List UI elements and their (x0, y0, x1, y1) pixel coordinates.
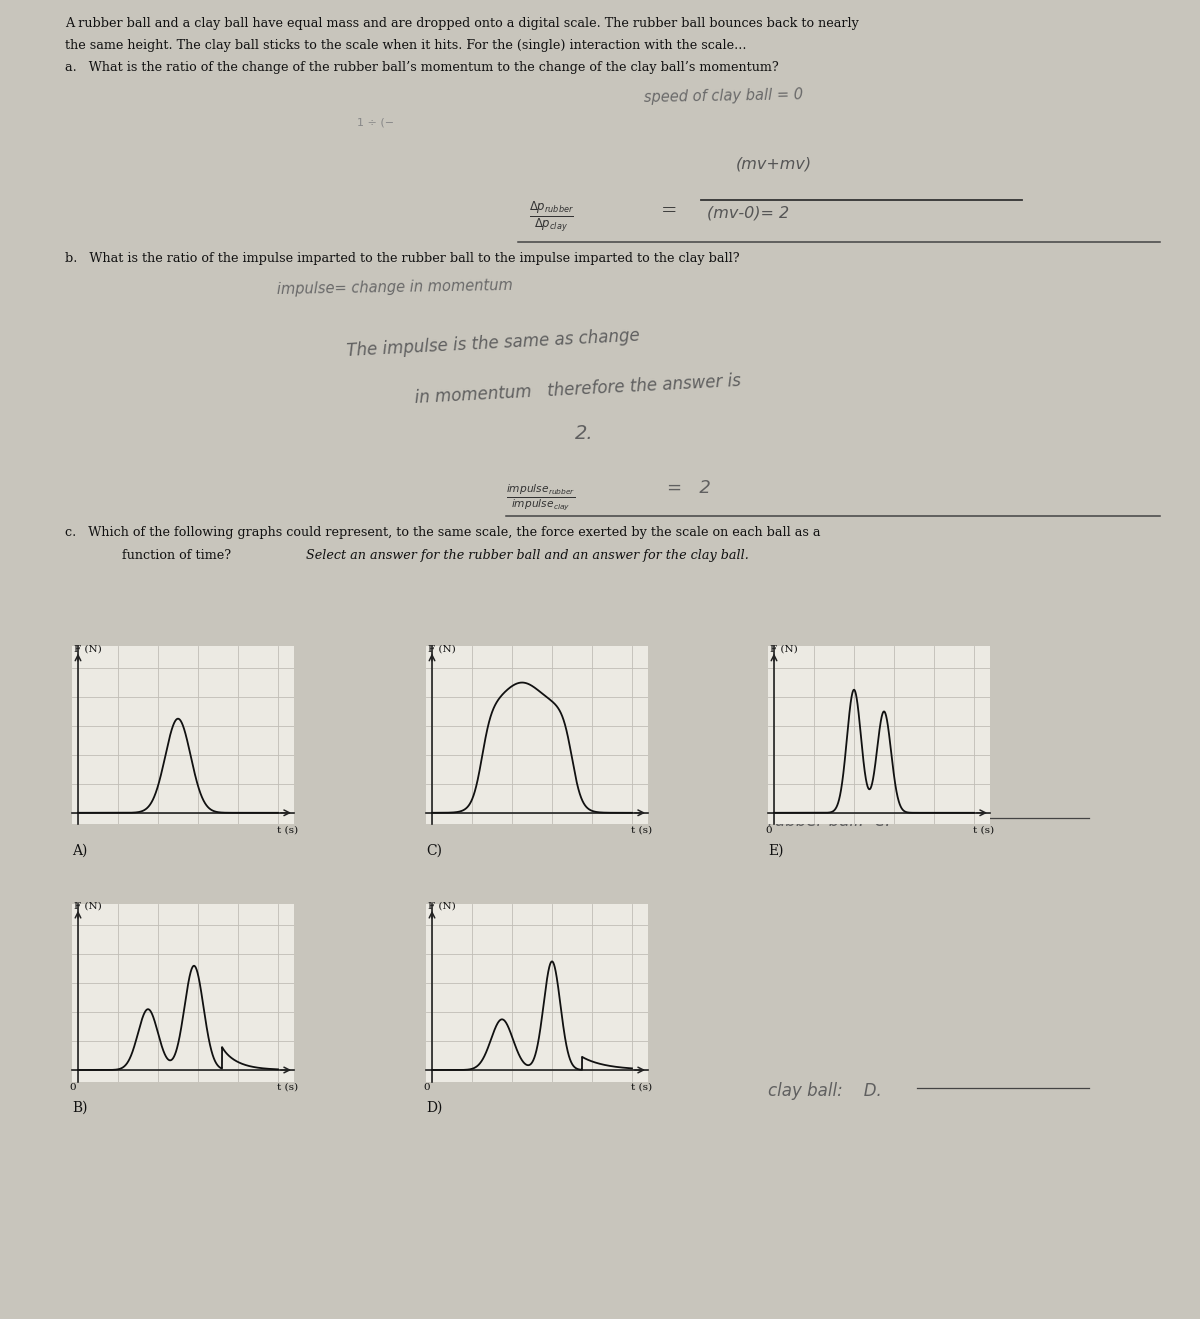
Text: the same height. The clay ball sticks to the scale when it hits. For the (single: the same height. The clay ball sticks to… (65, 40, 746, 53)
Text: 0: 0 (766, 826, 773, 835)
Text: F (N): F (N) (74, 902, 102, 910)
Text: t (s): t (s) (277, 826, 299, 835)
Text: b.   What is the ratio of the impulse imparted to the rubber ball to the impulse: b. What is the ratio of the impulse impa… (65, 252, 740, 265)
Text: impulse= change in momentum: impulse= change in momentum (277, 278, 514, 297)
Text: 1 ÷ (−: 1 ÷ (− (358, 117, 395, 128)
Text: function of time?: function of time? (122, 549, 232, 562)
Text: a.   What is the ratio of the change of the rubber ball’s momentum to the change: a. What is the ratio of the change of th… (65, 62, 779, 74)
Text: t (s): t (s) (973, 826, 995, 835)
Text: D): D) (426, 1101, 443, 1115)
Text: t (s): t (s) (631, 1083, 653, 1092)
Text: F (N): F (N) (428, 902, 456, 910)
Text: =: = (661, 202, 678, 220)
Text: 2.: 2. (575, 425, 594, 443)
Text: E): E) (768, 844, 784, 857)
Text: F (N): F (N) (428, 645, 456, 653)
Text: C): C) (426, 844, 442, 857)
Text: B): B) (72, 1101, 88, 1115)
Text: c.   Which of the following graphs could represent, to the same scale, the force: c. Which of the following graphs could r… (65, 526, 821, 539)
Text: $\frac{impulse_{rubber}}{impulse_{clay}}$: $\frac{impulse_{rubber}}{impulse_{clay}}… (506, 483, 576, 513)
Text: in momentum   therefore the answer is: in momentum therefore the answer is (415, 372, 742, 408)
Text: t (s): t (s) (277, 1083, 299, 1092)
Text: rubber ball:  e.: rubber ball: e. (768, 811, 890, 830)
Text: $\frac{\Delta p_{rubber}}{\Delta p_{clay}}$: $\frac{\Delta p_{rubber}}{\Delta p_{clay… (529, 200, 575, 235)
Text: 0: 0 (424, 1083, 431, 1092)
Text: Select an answer for the rubber ball and an answer for the clay ball.: Select an answer for the rubber ball and… (306, 549, 749, 562)
Text: 0: 0 (70, 1083, 77, 1092)
Text: clay ball:    D.: clay ball: D. (768, 1082, 882, 1100)
Text: F (N): F (N) (74, 645, 102, 653)
Text: (mv-0)= 2: (mv-0)= 2 (707, 204, 790, 220)
Text: =   2: = 2 (667, 479, 710, 497)
Text: F (N): F (N) (770, 645, 798, 653)
Text: A rubber ball and a clay ball have equal mass and are dropped onto a digital sca: A rubber ball and a clay ball have equal… (65, 17, 859, 30)
Text: t (s): t (s) (631, 826, 653, 835)
Text: (mv+mv): (mv+mv) (736, 157, 811, 171)
Text: A): A) (72, 844, 88, 857)
Text: The impulse is the same as change: The impulse is the same as change (346, 327, 640, 360)
Text: speed of clay ball = 0: speed of clay ball = 0 (644, 87, 803, 106)
